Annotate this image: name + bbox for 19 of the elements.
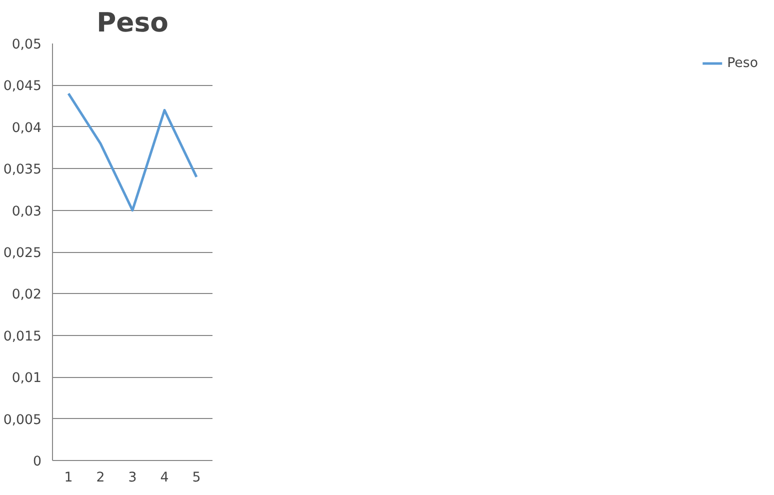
x-tick-label: 1 (64, 470, 73, 486)
y-tick-label: 0,01 (12, 371, 42, 386)
y-tick-label: 0,05 (12, 38, 42, 52)
y-tick-label: 0,03 (12, 204, 42, 220)
y-tick-label: 0 (33, 454, 42, 470)
x-tick-label: 3 (128, 470, 137, 486)
y-tick-label: 0,02 (12, 288, 42, 303)
legend-label: Peso (727, 56, 758, 70)
y-tick-label: 0,025 (3, 246, 42, 261)
x-tick-label: 2 (96, 470, 105, 486)
y-tick-label: 0,045 (3, 79, 42, 94)
y-tick-label: 0,005 (3, 412, 42, 428)
x-tick-label: 5 (192, 470, 201, 486)
y-tick-label: 0,015 (3, 329, 42, 344)
chart-title: Peso (96, 8, 168, 38)
y-tick-label: 0,04 (12, 120, 42, 136)
line-series (67, 92, 198, 212)
y-tick-label: 0,035 (3, 162, 42, 178)
x-tick-label: 4 (160, 470, 169, 486)
